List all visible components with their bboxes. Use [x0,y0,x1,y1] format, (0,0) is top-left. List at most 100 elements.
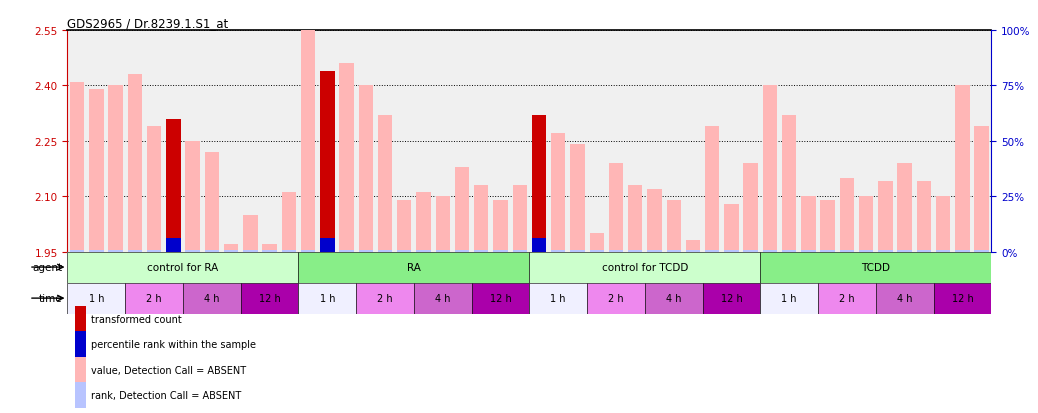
Bar [703,283,760,314]
Bar [859,251,873,252]
Bar [840,178,854,252]
Text: 4 h: 4 h [897,293,912,304]
Bar [743,164,758,252]
Bar [531,239,546,252]
Bar [108,86,122,252]
Bar [146,127,161,252]
Bar [241,283,299,314]
Bar [666,251,681,252]
Bar [204,152,219,252]
Text: 12 h: 12 h [490,293,512,304]
Bar [398,200,411,252]
Bar [570,251,584,252]
Bar [89,90,104,252]
Bar [529,252,760,283]
Bar [67,252,299,283]
Bar [455,167,469,252]
Bar [859,197,873,252]
Bar [416,251,431,252]
Text: agent: agent [32,262,62,273]
Bar [917,182,931,252]
Bar [301,251,316,252]
Bar [878,251,893,252]
Bar [263,251,277,252]
Bar [818,283,876,314]
Bar [75,306,86,332]
Bar [358,86,373,252]
Bar [936,251,951,252]
Bar [898,164,912,252]
Bar [820,200,835,252]
Bar [320,71,334,252]
Bar [299,283,356,314]
Bar [263,244,277,252]
Bar [126,283,183,314]
Bar [936,197,951,252]
Text: 1 h: 1 h [550,293,566,304]
Bar [224,251,239,252]
Bar [320,239,334,252]
Bar [529,283,588,314]
Bar [224,244,239,252]
Text: 4 h: 4 h [435,293,450,304]
Bar [493,200,508,252]
Bar [590,233,604,252]
Bar [975,127,989,252]
Bar [686,251,701,252]
Bar [725,251,739,252]
Text: GDS2965 / Dr.8239.1.S1_at: GDS2965 / Dr.8239.1.S1_at [67,17,228,30]
Bar [356,283,414,314]
Text: 4 h: 4 h [666,293,682,304]
Bar [666,200,681,252]
Bar [455,251,469,252]
Bar [281,193,296,252]
Bar [513,185,527,252]
Bar [648,251,661,252]
Bar [128,75,142,252]
Bar [782,251,796,252]
Bar [204,251,219,252]
Bar [763,251,777,252]
Bar [876,283,933,314]
Text: TCDD: TCDD [862,262,891,273]
Bar [281,251,296,252]
Bar [398,251,411,252]
Bar [166,119,181,252]
Bar [378,251,392,252]
Bar [628,251,643,252]
Text: 12 h: 12 h [258,293,280,304]
Bar [725,204,739,252]
Bar [917,251,931,252]
Bar [436,251,450,252]
Bar [70,83,84,252]
Bar [75,332,86,357]
Bar [551,251,566,252]
Bar [628,185,643,252]
Text: 12 h: 12 h [952,293,974,304]
Bar [782,116,796,252]
Bar [648,189,661,252]
Bar [743,251,758,252]
Bar [513,251,527,252]
Bar [471,283,529,314]
Bar [146,251,161,252]
Bar [128,251,142,252]
Text: control for TCDD: control for TCDD [602,262,688,273]
Bar [243,251,257,252]
Text: percentile rank within the sample: percentile rank within the sample [90,339,255,349]
Bar [898,251,912,252]
Bar [493,251,508,252]
Bar [975,251,989,252]
Bar [339,64,354,252]
Text: time: time [38,293,62,304]
Bar [108,251,122,252]
Bar [705,127,719,252]
Text: transformed count: transformed count [90,314,182,324]
Bar [570,145,584,252]
Text: 2 h: 2 h [839,293,854,304]
Text: 2 h: 2 h [608,293,624,304]
Bar [186,141,199,252]
Bar [878,182,893,252]
Bar [686,241,701,252]
Bar [608,251,623,252]
